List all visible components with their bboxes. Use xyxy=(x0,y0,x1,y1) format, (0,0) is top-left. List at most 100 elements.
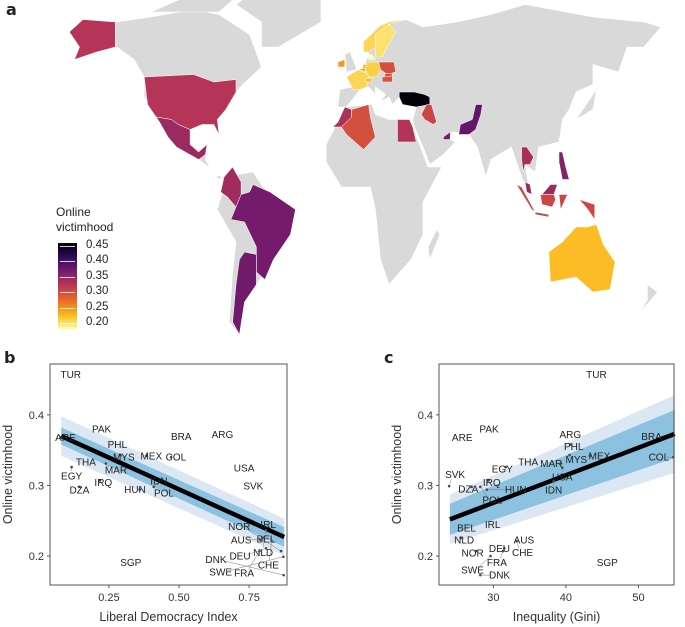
point-label-egy: EGY xyxy=(492,465,513,476)
label-leader-line xyxy=(478,555,491,568)
confidence-band-inner xyxy=(449,409,675,535)
point-label-egy: EGY xyxy=(61,472,82,483)
legend-tick-label: 0.35 xyxy=(86,269,109,282)
y-tick-label: 0.4 xyxy=(29,410,44,422)
point-marker xyxy=(501,549,505,553)
y-tick-label: 0.4 xyxy=(418,410,433,422)
label-leader-line xyxy=(480,486,488,497)
point-label-mex: MEX xyxy=(140,451,162,462)
point-label-bra: BRA xyxy=(171,432,192,443)
point-label-dnk: DNK xyxy=(205,555,226,566)
country-egy xyxy=(397,119,417,143)
panel-label-b: b xyxy=(4,348,16,367)
country-pak xyxy=(458,104,483,135)
legend-tick-mark xyxy=(60,261,75,263)
point-marker xyxy=(588,454,592,458)
point-marker xyxy=(264,528,268,532)
point-label-arg: ARG xyxy=(212,430,234,441)
label-leader-line xyxy=(247,548,267,555)
country-shape xyxy=(346,69,369,90)
point-label-idn: IDN xyxy=(150,477,167,488)
point-marker xyxy=(98,479,102,482)
scatter-panel-b: TUR ARE PAK PHL MYS THA MAR EGY IRQ DZA MEX COL BRA A… xyxy=(1,363,288,624)
point-label-pol: POL xyxy=(154,489,174,500)
point-marker xyxy=(515,539,518,543)
point-label-swe: SWE xyxy=(209,567,232,578)
y-tick-label: 0.3 xyxy=(418,480,433,492)
country-are xyxy=(443,131,451,140)
legend-tick-mark xyxy=(60,276,75,278)
country-fra xyxy=(346,69,369,90)
point-marker xyxy=(485,488,489,491)
x-tick-label: 50 xyxy=(632,592,644,604)
point-label-svk: SVK xyxy=(243,482,263,493)
point-marker xyxy=(258,549,261,553)
y-tick-label: 0.2 xyxy=(418,551,433,563)
country-shape xyxy=(363,19,407,53)
point-label-mar: MAR xyxy=(540,459,562,470)
country-tha xyxy=(521,146,534,173)
point-label-hun: HUN xyxy=(505,485,527,496)
country-shape xyxy=(541,184,558,195)
point-label-mar: MAR xyxy=(105,465,127,476)
legend-tick-label: 0.20 xyxy=(86,315,109,328)
regression-line xyxy=(60,433,286,540)
country-shape xyxy=(548,224,616,293)
country-aus xyxy=(548,224,616,293)
country-dnk xyxy=(368,54,376,60)
point-label-bel: BEL xyxy=(257,534,276,545)
country-shape xyxy=(558,151,570,180)
point-label-nor: NOR xyxy=(461,549,483,560)
country-shape xyxy=(69,19,116,60)
land-uk xyxy=(344,51,358,73)
country-shape xyxy=(383,73,393,78)
point-label-aus: AUS xyxy=(231,535,252,546)
point-marker xyxy=(169,455,173,459)
legend-title: Online victimhood xyxy=(56,205,114,234)
land-arctic-islands xyxy=(150,0,234,13)
confidence-band-outer xyxy=(449,395,675,545)
point-label-irq: IRQ xyxy=(94,478,112,489)
x-axis-title: Inequality (Gini) xyxy=(513,610,601,624)
country-nor xyxy=(363,19,407,53)
label-leader-line xyxy=(246,528,282,552)
country-usa xyxy=(69,19,237,135)
point-label-irl: IRL xyxy=(485,520,501,531)
point-label-idn: IDN xyxy=(545,486,562,497)
map-legend: Online victimhood 0.45 0.40 0.35 0.30 0.25 0.… xyxy=(56,205,114,329)
country-swe xyxy=(375,24,397,58)
label-leader-line xyxy=(223,560,284,576)
y-tick-label: 0.3 xyxy=(29,480,44,492)
point-label-pak: PAK xyxy=(92,424,112,435)
country-shape xyxy=(515,183,536,213)
point-marker xyxy=(70,465,73,469)
x-tick-label: 0.50 xyxy=(168,592,189,604)
point-marker xyxy=(459,536,463,539)
label-leader-line xyxy=(448,479,452,487)
point-marker xyxy=(559,462,563,465)
label-leader-line xyxy=(228,556,284,571)
legend-tick-mark xyxy=(60,246,75,248)
point-label-tur: TUR xyxy=(586,370,607,381)
point-marker xyxy=(489,554,492,558)
legend-colorbar xyxy=(58,243,77,329)
label-leader-line xyxy=(105,463,110,468)
point-marker xyxy=(78,485,81,489)
point-marker xyxy=(474,549,478,553)
country-shape xyxy=(143,74,237,135)
point-label-fra: FRA xyxy=(487,558,507,569)
country-shape xyxy=(358,68,366,73)
point-label-usa: USA xyxy=(234,463,255,474)
point-label-deu: DEU xyxy=(229,552,250,563)
point-marker xyxy=(282,555,285,559)
country-shape xyxy=(540,194,556,208)
point-marker xyxy=(119,453,122,457)
point-marker xyxy=(282,573,285,577)
point-marker xyxy=(671,455,675,459)
country-shape xyxy=(558,194,568,211)
country-shape xyxy=(534,211,550,218)
point-marker xyxy=(279,549,283,553)
country-che xyxy=(364,78,373,83)
point-marker xyxy=(561,466,564,470)
